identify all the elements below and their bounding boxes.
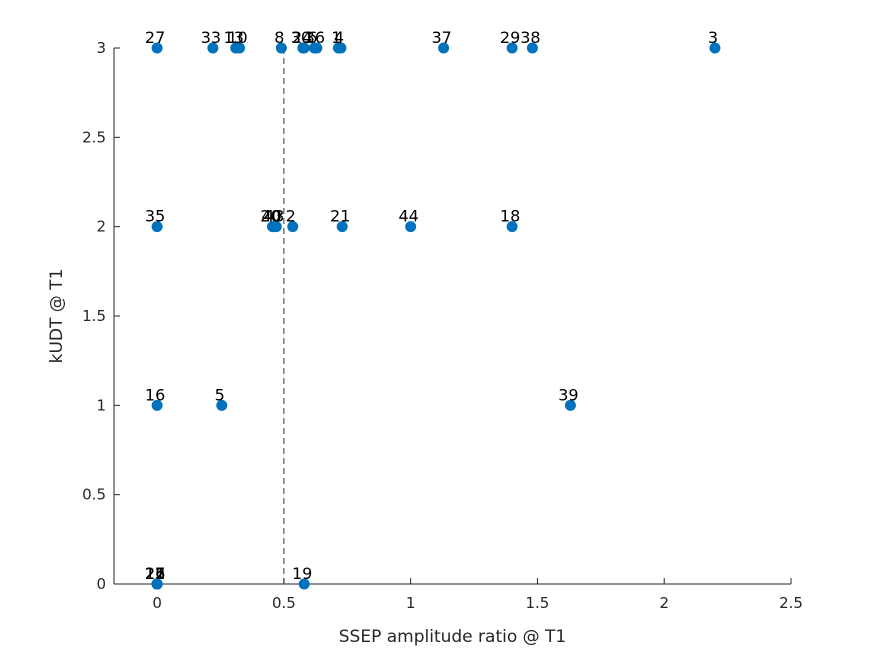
y-tick-label: 2.5 [82, 128, 106, 146]
axes: 0 0.5 1 1.5 2 2.5 0 0.5 1 1.5 2 2.5 3 [82, 39, 803, 612]
x-tick-label: 2.5 [779, 594, 803, 612]
point-label: 44 [398, 207, 418, 226]
x-tick-label: 2 [659, 594, 669, 612]
data-point [287, 221, 299, 233]
data-point [709, 42, 721, 54]
point-label: 26 [145, 564, 165, 583]
x-tick-label: 0 [152, 594, 162, 612]
y-tick-label: 3 [96, 39, 106, 57]
y-tick-label: 1 [96, 396, 106, 414]
point-label: 43 [264, 207, 284, 226]
data-point [506, 42, 518, 54]
point-label: 25 [145, 564, 165, 583]
point-label: 19 [292, 564, 312, 583]
point-label: 39 [558, 385, 578, 404]
point-label: 6 [307, 28, 317, 47]
point-label: 5 [215, 385, 225, 404]
point-label: 10 [227, 28, 247, 47]
x-ticks: 0 0.5 1 1.5 2 2.5 [152, 578, 803, 612]
data-point [275, 42, 287, 54]
data-point [311, 42, 323, 54]
point-label: 12 [145, 564, 165, 583]
point-label: 36 [305, 28, 325, 47]
y-axis-label: kUDT @ T1 [47, 269, 67, 364]
data-point [270, 221, 282, 233]
point-label: 22 [145, 564, 165, 583]
point-label: 8 [274, 28, 284, 47]
point-label: 18 [500, 207, 520, 226]
x-axis-label: SSEP amplitude ratio @ T1 [339, 627, 567, 647]
data-point [216, 399, 228, 411]
y-tick-label: 2 [96, 218, 106, 236]
point-label: 16 [145, 385, 165, 404]
data-point [151, 42, 163, 54]
point-label: 3 [708, 28, 718, 47]
data-point [336, 221, 348, 233]
point-label: 24 [292, 28, 312, 47]
data-point [438, 42, 450, 54]
data-point [298, 578, 310, 590]
point-label: 4 [334, 28, 344, 47]
point-label: 29 [500, 28, 520, 47]
y-tick-label: 0 [96, 575, 106, 593]
point-label: 13 [224, 28, 244, 47]
point-label: 38 [520, 28, 540, 47]
point-label: 33 [201, 28, 221, 47]
x-tick-label: 1.5 [526, 594, 550, 612]
x-tick-label: 0.5 [272, 594, 296, 612]
data-points [151, 42, 721, 590]
point-label: 17 [145, 564, 165, 583]
point-label: 27 [145, 28, 165, 47]
point-label: 37 [431, 28, 451, 47]
point-label: 40 [262, 207, 282, 226]
point-label: 30 [291, 28, 311, 47]
data-point [526, 42, 538, 54]
data-point [151, 578, 163, 590]
data-point [506, 221, 518, 233]
point-label: 2 [286, 207, 296, 226]
data-point [207, 42, 219, 54]
point-label: 20 [260, 207, 280, 226]
point-label: 35 [145, 207, 165, 226]
data-point [335, 42, 347, 54]
data-point [405, 221, 417, 233]
y-tick-label: 1.5 [82, 307, 106, 325]
data-point [234, 42, 246, 54]
y-ticks: 0 0.5 1 1.5 2 2.5 3 [82, 39, 120, 593]
data-point [298, 42, 310, 54]
data-point [564, 399, 576, 411]
x-tick-label: 1 [406, 594, 416, 612]
point-label: 1 [331, 28, 341, 47]
data-point [151, 221, 163, 233]
point-label: 11 [145, 564, 165, 583]
data-point [151, 399, 163, 411]
point-label: 21 [330, 207, 350, 226]
y-tick-label: 0.5 [82, 486, 106, 504]
